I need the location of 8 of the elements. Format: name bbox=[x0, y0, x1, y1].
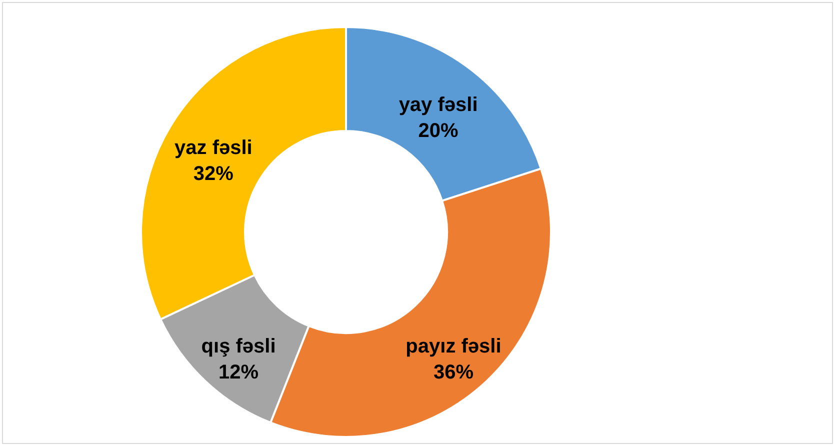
data-label: 36% bbox=[433, 361, 474, 384]
slice-label: qış fəsli bbox=[201, 335, 276, 358]
slice-label: yaz fəsli bbox=[174, 136, 252, 159]
data-label: 12% bbox=[218, 361, 259, 384]
slice-label: yay fəsli bbox=[398, 94, 478, 116]
slice-label: payız fəsli bbox=[406, 335, 502, 358]
data-label: 32% bbox=[193, 162, 234, 185]
data-label: 20% bbox=[418, 120, 459, 142]
